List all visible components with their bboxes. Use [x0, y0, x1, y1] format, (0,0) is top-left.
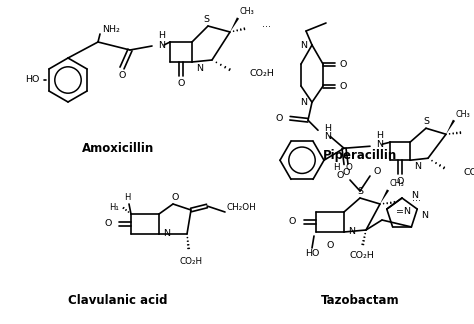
Text: N: N	[300, 98, 307, 107]
Text: S: S	[357, 187, 363, 195]
Text: N: N	[414, 162, 421, 171]
Text: O: O	[346, 164, 353, 172]
Text: O: O	[171, 192, 179, 202]
Text: H: H	[333, 164, 340, 172]
Text: O: O	[177, 78, 185, 87]
Text: N: N	[348, 227, 355, 237]
Text: CH₃: CH₃	[390, 179, 405, 188]
Text: Amoxicillin: Amoxicillin	[82, 143, 154, 156]
Text: O: O	[342, 168, 350, 177]
Text: O: O	[339, 60, 346, 69]
Text: H: H	[124, 193, 130, 202]
Text: ···: ···	[262, 24, 271, 32]
Text: S: S	[203, 15, 209, 24]
Text: O: O	[339, 82, 346, 90]
Text: Clavulanic acid: Clavulanic acid	[68, 294, 168, 307]
Text: O: O	[289, 217, 296, 226]
Text: CO₂H: CO₂H	[464, 168, 474, 177]
Text: N: N	[421, 211, 428, 220]
Text: HO: HO	[305, 249, 319, 259]
Text: H: H	[158, 30, 165, 40]
Polygon shape	[446, 120, 455, 134]
Text: Piperacillin: Piperacillin	[323, 148, 397, 161]
Text: CH₂OH: CH₂OH	[227, 203, 257, 213]
Text: N: N	[324, 132, 331, 141]
Text: NH₂: NH₂	[102, 26, 120, 34]
Text: CH₃: CH₃	[456, 110, 471, 119]
Text: N: N	[158, 40, 165, 50]
Text: N: N	[300, 40, 307, 50]
Text: O: O	[374, 168, 382, 177]
Text: O: O	[326, 241, 334, 250]
Text: O: O	[396, 177, 404, 186]
Text: H₁: H₁	[109, 203, 119, 213]
Text: =N: =N	[396, 207, 411, 215]
Text: H: H	[324, 124, 331, 133]
Text: CO₂H: CO₂H	[349, 251, 374, 260]
Text: CO₂H: CO₂H	[180, 257, 202, 265]
Text: O: O	[337, 171, 344, 180]
Text: HO: HO	[26, 75, 40, 85]
Text: CO₂H: CO₂H	[250, 70, 275, 78]
Polygon shape	[230, 17, 239, 32]
Text: Tazobactam: Tazobactam	[321, 294, 399, 307]
Text: ···: ···	[412, 198, 421, 206]
Text: CH₃: CH₃	[240, 7, 255, 17]
Text: S: S	[423, 117, 429, 126]
Text: N: N	[163, 229, 170, 238]
Text: O: O	[105, 219, 112, 228]
Text: O: O	[275, 114, 283, 123]
Text: H: H	[376, 131, 383, 140]
Polygon shape	[380, 190, 389, 204]
Text: N: N	[376, 140, 383, 149]
Text: N: N	[196, 64, 203, 73]
Text: N: N	[411, 191, 418, 201]
Text: O: O	[118, 72, 126, 80]
